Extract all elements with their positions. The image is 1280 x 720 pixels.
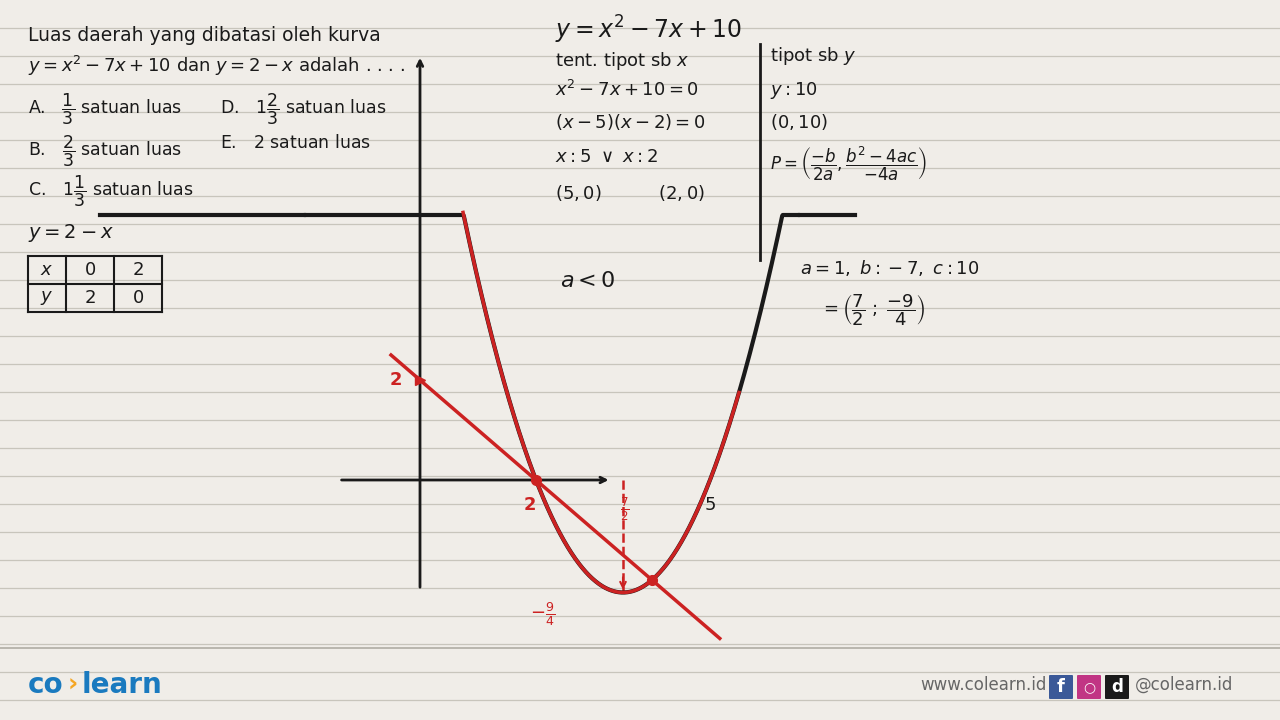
- Text: tent. tipot sb $x$: tent. tipot sb $x$: [556, 50, 690, 72]
- Text: ›: ›: [68, 673, 78, 697]
- Text: @colearn.id: @colearn.id: [1135, 676, 1234, 694]
- Text: learn: learn: [82, 671, 163, 699]
- Text: $= \left(\dfrac{7}{2}\ ;\ \dfrac{-9}{4}\right)$: $= \left(\dfrac{7}{2}\ ;\ \dfrac{-9}{4}\…: [820, 292, 925, 328]
- Text: $y: 10$: $y: 10$: [771, 80, 818, 101]
- Text: $(x-5)(x-2)=0$: $(x-5)(x-2)=0$: [556, 112, 705, 132]
- Text: 2: 2: [132, 261, 143, 279]
- Text: co: co: [28, 671, 64, 699]
- Text: 2: 2: [389, 371, 402, 389]
- Text: $x: 5\ \vee\ x: 2$: $x: 5\ \vee\ x: 2$: [556, 148, 658, 166]
- Text: tipot sb $y$: tipot sb $y$: [771, 45, 856, 67]
- Text: $-\frac{9}{4}$: $-\frac{9}{4}$: [530, 600, 556, 629]
- Text: $y= x^2- 7x +10$: $y= x^2- 7x +10$: [556, 14, 742, 46]
- Text: D.   $1\dfrac{2}{3}$ satuan luas: D. $1\dfrac{2}{3}$ satuan luas: [220, 92, 387, 127]
- Text: www.colearn.id: www.colearn.id: [920, 676, 1046, 694]
- Text: $a<0$: $a<0$: [561, 270, 616, 292]
- Text: $(0, 10)$: $(0, 10)$: [771, 112, 828, 132]
- Text: 5: 5: [704, 496, 716, 514]
- Text: 2: 2: [84, 289, 96, 307]
- Text: Luas daerah yang dibatasi oleh kurva: Luas daerah yang dibatasi oleh kurva: [28, 26, 380, 45]
- FancyBboxPatch shape: [1050, 675, 1073, 699]
- Text: $P= \left(\dfrac{-b}{2a},\dfrac{b^2-4ac}{-4a}\right)$: $P= \left(\dfrac{-b}{2a},\dfrac{b^2-4ac}…: [771, 145, 927, 184]
- FancyBboxPatch shape: [1105, 675, 1129, 699]
- Text: $y = 2 - x$: $y = 2 - x$: [28, 222, 114, 244]
- Text: $x$: $x$: [41, 261, 54, 279]
- Text: $x^2-7x+10=0$: $x^2-7x+10=0$: [556, 80, 699, 100]
- Text: 2: 2: [524, 496, 536, 514]
- Text: $y = x^2 - 7x + 10$ dan $y = 2 - x$ adalah . . . .: $y = x^2 - 7x + 10$ dan $y = 2 - x$ adal…: [28, 54, 404, 78]
- Text: ○: ○: [1083, 680, 1096, 694]
- Text: A.   $\dfrac{1}{3}$ satuan luas: A. $\dfrac{1}{3}$ satuan luas: [28, 92, 182, 127]
- Text: $y$: $y$: [41, 289, 54, 307]
- Text: $a=1,\ b:-7,\ c:10$: $a=1,\ b:-7,\ c:10$: [800, 258, 979, 278]
- Text: d: d: [1111, 678, 1123, 696]
- Text: $(5,0)$          $(2,0)$: $(5,0)$ $(2,0)$: [556, 183, 705, 203]
- Text: $\frac{7}{2}$: $\frac{7}{2}$: [621, 496, 630, 523]
- Text: f: f: [1057, 678, 1065, 696]
- Text: 0: 0: [132, 289, 143, 307]
- Text: B.   $\dfrac{2}{3}$ satuan luas: B. $\dfrac{2}{3}$ satuan luas: [28, 134, 182, 169]
- Text: E.   $2$ satuan luas: E. $2$ satuan luas: [220, 134, 371, 152]
- FancyBboxPatch shape: [1076, 675, 1101, 699]
- Text: C.   $1\dfrac{1}{3}$ satuan luas: C. $1\dfrac{1}{3}$ satuan luas: [28, 174, 193, 210]
- Text: 0: 0: [84, 261, 96, 279]
